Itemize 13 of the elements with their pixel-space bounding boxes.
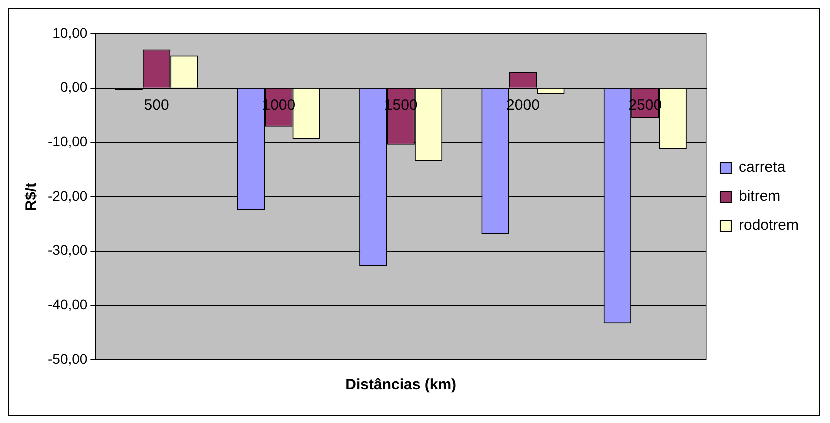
y-tick-label: 10,00 xyxy=(52,24,88,41)
y-tick-label: -30,00 xyxy=(48,242,88,258)
x-tick-label: 500 xyxy=(144,96,170,114)
y-tick-label: -20,00 xyxy=(48,188,88,204)
legend-label: bitrem xyxy=(738,188,781,206)
legend-label: carreta xyxy=(738,159,786,176)
y-tick-label: -50,00 xyxy=(48,350,88,367)
y-axis-title: R$/t xyxy=(23,182,40,212)
legend-label: rodotrem xyxy=(738,217,800,234)
y-tick-label: -40,00 xyxy=(48,296,88,313)
x-axis-title: Distâncias (km) xyxy=(346,376,457,394)
y-tick-label: 0,00 xyxy=(60,79,88,96)
y-tick-label: -10,00 xyxy=(48,134,88,150)
